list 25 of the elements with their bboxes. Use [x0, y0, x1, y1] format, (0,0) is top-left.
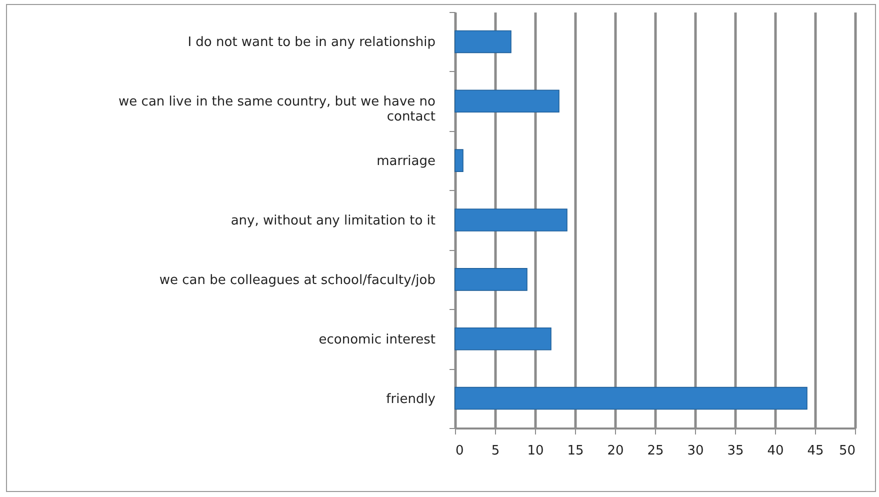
y-tick-label: I do not want to be in any relationship [188, 35, 436, 50]
y-tick-label: we can be colleagues at school/faculty/job [159, 272, 436, 288]
bar [454, 268, 528, 291]
x-tick-label: 15 [567, 444, 584, 458]
x-tick-label: 50 [838, 444, 856, 458]
x-tick-label: 35 [727, 444, 744, 458]
bar [454, 208, 568, 232]
bar [454, 90, 560, 113]
x-tick-label: 25 [647, 444, 664, 458]
bar [454, 30, 512, 54]
y-tick-label: any, without any limitation to it [230, 214, 436, 228]
y-tick-label: we can live in the same country, but we have no contact [118, 94, 436, 125]
bar [454, 149, 464, 172]
y-tick-label: friendly [386, 392, 436, 407]
x-tick-label: 45 [807, 444, 824, 458]
x-tick-label: 40 [767, 444, 784, 458]
x-tick-label: 5 [491, 444, 500, 458]
y-tick-label: economic interest [318, 332, 436, 348]
bar [454, 327, 552, 350]
y-tick-label: marriage [376, 154, 436, 170]
x-tick-label: 20 [607, 444, 624, 458]
bar [454, 386, 808, 410]
x-tick-label: 0 [456, 444, 464, 458]
x-tick-label: 10 [527, 444, 544, 458]
x-tick-label: 30 [687, 444, 704, 458]
